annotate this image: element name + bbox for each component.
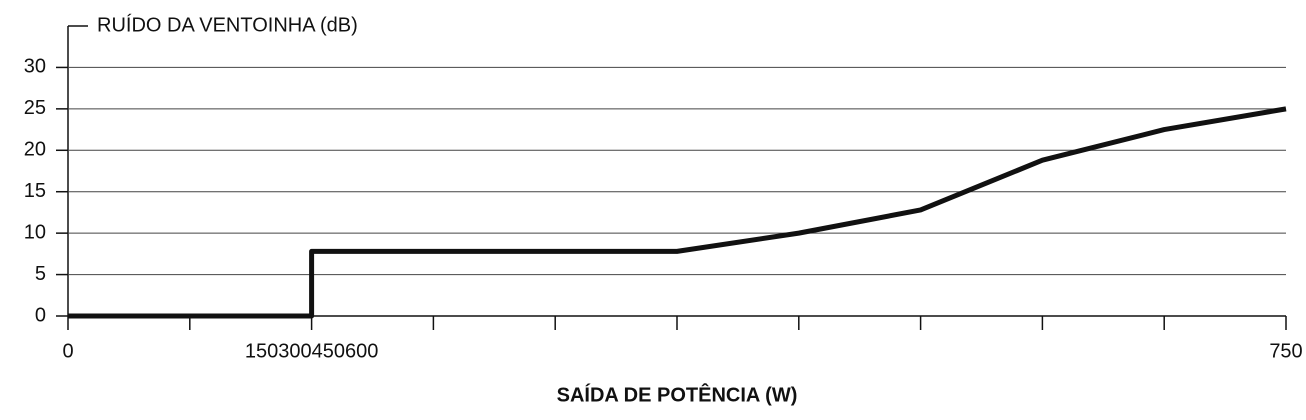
- y-tick-label: 20: [24, 139, 46, 161]
- x-tick-label: 0: [62, 340, 73, 362]
- x-tick-label: 150300450600: [245, 340, 378, 362]
- x-axis-label: SAÍDA DE POTÊNCIA (W): [557, 382, 798, 406]
- y-tick-label: 0: [35, 304, 46, 326]
- x-tick-label: 750: [1269, 340, 1302, 362]
- y-tick-label: 30: [24, 56, 46, 78]
- y-tick-label: 5: [35, 263, 46, 285]
- chart-title: RUÍDO DA VENTOINHA (dB): [97, 13, 358, 36]
- y-tick-label: 25: [24, 97, 46, 119]
- y-tick-label: 10: [24, 221, 46, 243]
- y-tick-label: 15: [24, 180, 46, 202]
- data-line: [68, 106, 1287, 319]
